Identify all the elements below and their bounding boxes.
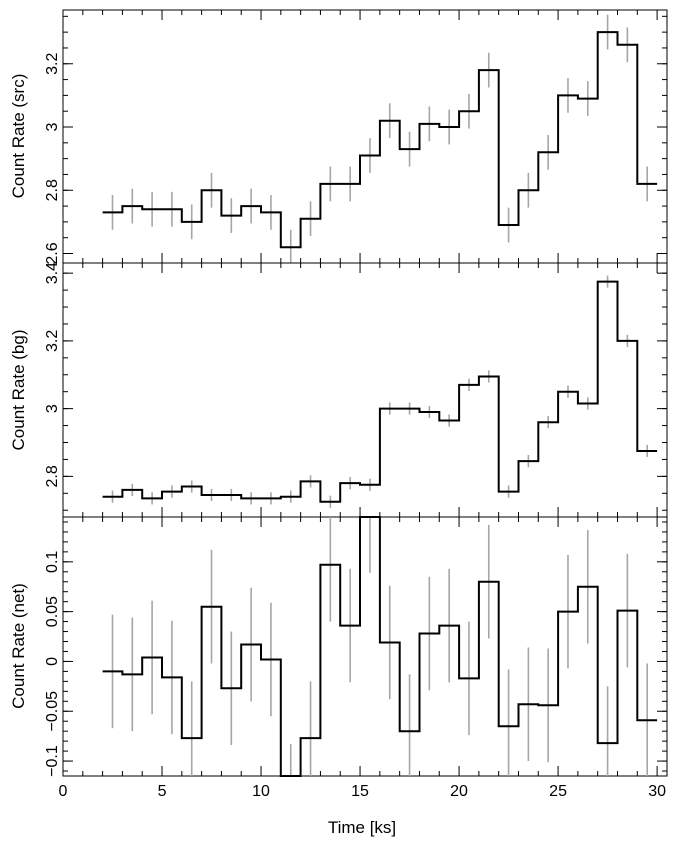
panel-src-y-tick-label: 2.8 [44,179,61,201]
panel-net-y-tick-label: 0.1 [44,551,61,573]
panel-net-step-line [102,516,658,777]
x-tick-label: 25 [549,783,567,800]
panel-net-ylabel: Count Rate (net) [9,583,28,709]
panel-bg-ylabel: Count Rate (bg) [9,330,28,451]
panel-net-y-tick-label: 0.05 [44,596,61,627]
panel-net-y-tick-label: 0 [44,657,61,666]
panel-src-y-tick-label: 3.2 [44,53,61,75]
panel-bg-step-line [102,280,658,503]
panel-net: Count Rate (net) −0.1 −0.05 0 0.05 0.1 0 5 10 15… [9,516,668,800]
panel-bg-y-tick-label: 3 [44,404,61,413]
x-tick-label: 5 [158,783,167,800]
panel-bg-ticks: 2.8 3 3.2 3.4 [44,262,667,517]
panel-net-ticks: −0.1 −0.05 0 0.05 0.1 0 5 10 15 20 25 30 [44,517,667,800]
panel-bg-error-bars [111,275,648,508]
panel-bg-y-tick-label: 3.2 [44,330,61,352]
panel-src: Count Rate (src) 2.6 2.8 3 3.2 [9,9,668,265]
x-tick-label: 10 [252,783,270,800]
x-axis-label: Time [ks] [328,818,396,837]
x-tick-label: 20 [450,783,468,800]
panel-src-y-tick-label: 3 [44,122,61,131]
panel-net-frame [62,516,668,777]
panel-src-step-line [102,31,658,249]
x-tick-label: 15 [351,783,369,800]
panel-src-ticks: 2.6 2.8 3 3.2 [44,10,667,265]
panel-src-frame [62,9,668,264]
panel-bg-frame [62,262,668,518]
panel-bg-y-tick-label: 3.4 [44,262,61,284]
panel-src-y-tick-label: 2.6 [44,242,61,264]
panel-bg: Count Rate (bg) 2.8 3 3.2 3.4 [9,262,668,518]
panel-src-ylabel: Count Rate (src) [9,74,28,199]
x-tick-label: 30 [648,783,666,800]
panel-bg-y-tick-label: 2.8 [44,465,61,487]
x-tick-label: 0 [59,783,68,800]
panel-net-y-tick-label: −0.05 [44,691,61,732]
panel-net-y-tick-label: −0.1 [44,745,61,777]
